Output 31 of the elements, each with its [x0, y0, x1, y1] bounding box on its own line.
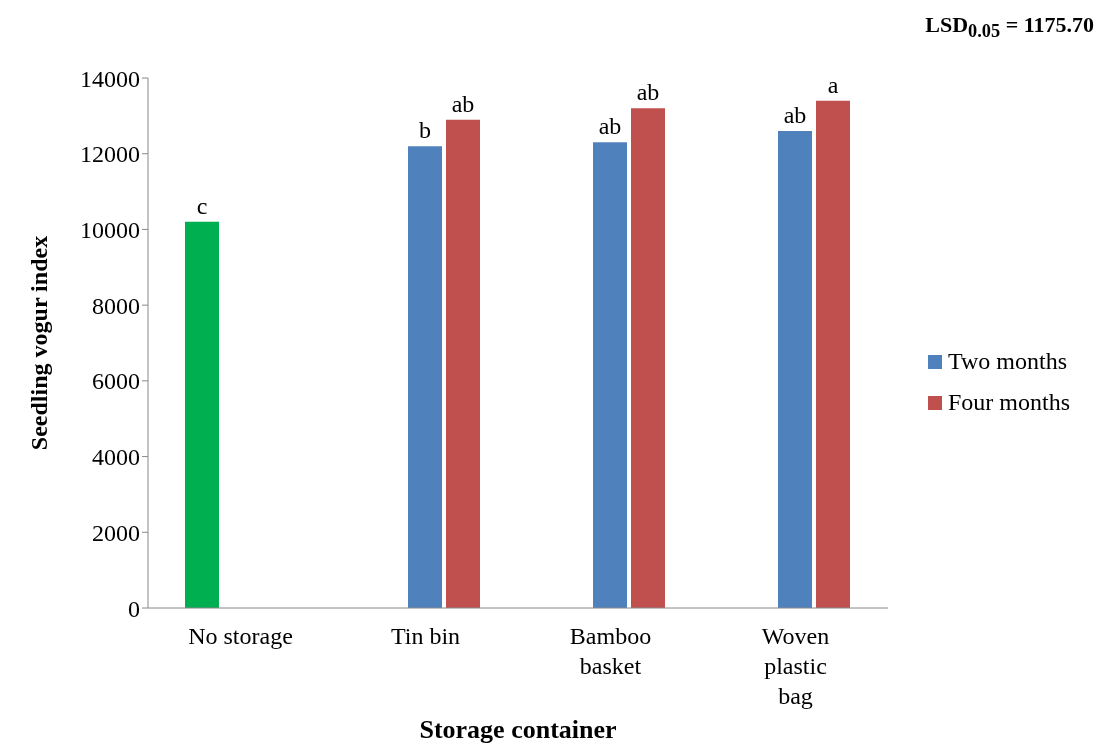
data-label: ab — [451, 90, 475, 117]
x-tick-label: Woven plastic bag — [761, 623, 830, 709]
data-label: ab — [636, 79, 660, 106]
y-tick-label: 8000 — [92, 292, 140, 319]
data-label: b — [419, 117, 431, 144]
data-label: ab — [783, 102, 807, 128]
y-tick-label: 10000 — [80, 216, 140, 243]
x-axis-title: Storage container — [419, 715, 617, 744]
data-label: c — [196, 192, 208, 219]
x-tick-label: No storage — [188, 623, 293, 649]
text: LSD$_{0.05}$ = 1175.70 — [925, 12, 1094, 43]
y-tick-label: 14000 — [80, 65, 140, 92]
y-tick-label: 6000 — [92, 368, 140, 395]
y-tick-label: 0 — [128, 595, 140, 622]
legend-label: Four months — [948, 389, 1071, 416]
bar — [408, 146, 442, 608]
y-tick-label: 4000 — [92, 444, 140, 471]
data-label: a — [827, 71, 839, 98]
y-axis-title: Seedling vogur index — [25, 235, 52, 451]
legend-label: Two months — [948, 348, 1067, 375]
bar — [185, 221, 219, 608]
bar — [778, 131, 812, 608]
x-tick-label: Bamboo basket — [569, 623, 652, 679]
data-label: ab — [598, 113, 622, 140]
bar — [593, 142, 627, 608]
bar — [446, 119, 480, 608]
y-tick-label: 12000 — [80, 141, 140, 168]
x-tick-label: Tin bin — [390, 623, 461, 649]
y-tick-label: 2000 — [92, 519, 140, 546]
bar — [631, 108, 665, 608]
bar — [816, 100, 850, 608]
